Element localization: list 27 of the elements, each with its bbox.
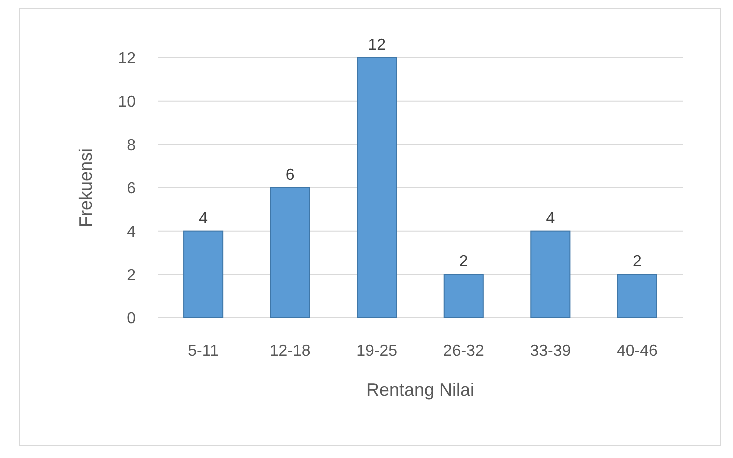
data-label: 2	[459, 254, 468, 271]
x-tick-label: 12-18	[270, 343, 311, 360]
y-axis-title: Frekuensi	[76, 148, 96, 228]
bar	[530, 230, 571, 318]
y-tick-label: 2	[127, 267, 136, 284]
x-tick-label: 19-25	[356, 343, 398, 360]
y-tick-label: 12	[118, 50, 136, 68]
y-tick-label: 0	[127, 310, 136, 328]
data-label: 4	[546, 210, 556, 228]
bar	[357, 58, 398, 318]
y-tick-label: 8	[127, 137, 136, 154]
y-tick-label: 10	[118, 94, 136, 111]
bar	[270, 188, 310, 318]
bar	[444, 274, 484, 318]
data-label: 6	[286, 167, 295, 184]
x-tick-label: 40-46	[616, 343, 658, 360]
data-label: 4	[199, 210, 208, 228]
x-tick-label: 26-32	[443, 343, 484, 360]
bar	[184, 230, 224, 318]
y-tick-label: 6	[127, 180, 136, 198]
bar	[617, 274, 658, 318]
y-tick-label: 4	[127, 224, 136, 241]
x-tick-label: 33-39	[530, 343, 572, 360]
x-axis-title: Rentang Nilai	[366, 380, 475, 400]
data-label: 12	[368, 37, 386, 54]
data-label: 2	[632, 254, 642, 271]
x-tick-label: 5-11	[188, 343, 220, 360]
